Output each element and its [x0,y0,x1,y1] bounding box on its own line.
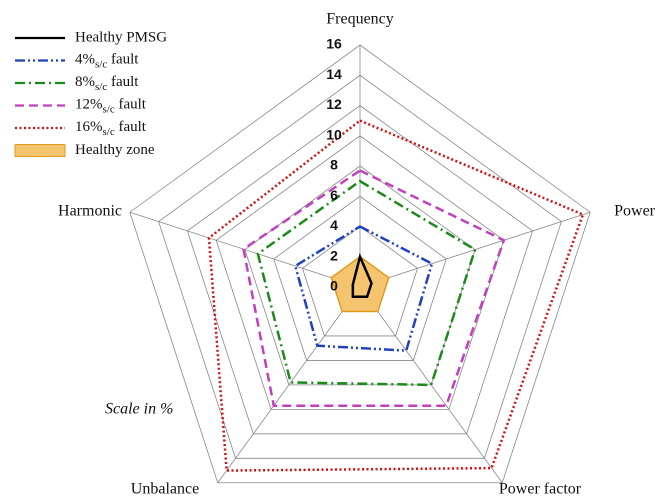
tick-label: 14 [326,66,342,82]
grid-ring [273,195,447,361]
series-line [293,225,434,352]
tick-label: 6 [330,187,338,203]
series-line [207,119,585,472]
grid-ring [301,226,419,337]
category-label: Frequency [326,11,394,28]
series-line [256,179,477,387]
series-line [242,169,506,407]
legend-label: 12%s/c fault [75,97,147,115]
grid-ring [158,74,562,459]
axis-line [359,211,591,288]
tick-label: 8 [330,157,338,173]
tick-label: 4 [330,217,338,233]
legend-label: 16%s/c fault [75,119,147,137]
category-label: Power [614,203,655,220]
legend-label: 4%s/c fault [75,52,139,70]
legend-label: Healthy zone [75,142,155,158]
axis-line [129,211,361,288]
legend-label: Healthy PMSG [75,29,167,45]
category-label: Power factor [499,481,582,498]
grid-ring [129,44,591,484]
zone-area [330,255,390,313]
category-label: Harmonic [58,203,122,220]
grid-ring [215,135,505,410]
tick-label: 16 [326,36,342,52]
annotation: Scale in % [105,401,173,418]
legend-swatch [14,144,66,157]
grid-ring [186,105,534,435]
axis-line [217,286,361,484]
tick-label: 12 [326,96,342,112]
axis-line [359,286,503,484]
series-line [351,252,373,299]
tick-label: 2 [330,247,338,263]
category-label: Unbalance [131,481,199,498]
tick-label: 10 [326,126,342,142]
tick-label: 0 [330,278,338,294]
legend-label: 8%s/c fault [75,74,139,92]
